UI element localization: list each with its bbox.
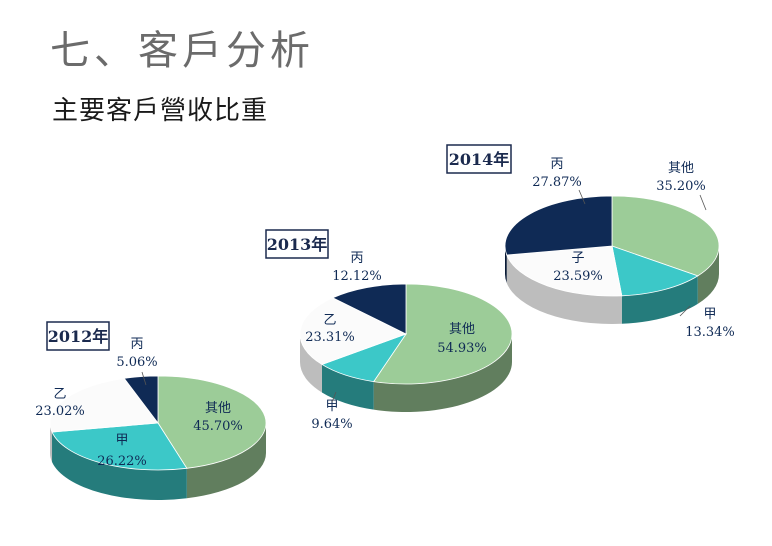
slice-c (504, 195, 613, 256)
slice-side-other (373, 334, 512, 412)
slice-value-label: 54.93% (437, 341, 487, 356)
slice-side-c (505, 246, 507, 283)
slice-a (611, 245, 699, 297)
slice-value-label: 9.64% (311, 417, 352, 432)
leader-line (578, 189, 586, 205)
slice-name-label: 丙 (350, 251, 363, 266)
slice-name-label: 其他 (449, 322, 475, 337)
slice-name-label: 丙 (130, 337, 143, 352)
slice-d (506, 245, 623, 297)
chart-title: 2014年 (449, 150, 510, 169)
leader-line (331, 391, 337, 403)
slice-other (611, 195, 720, 277)
pie-chart-2: 2014年其他 35.20% 甲 13.34% 子 23.59% 丙 27.87% (446, 144, 735, 340)
slice-value-label: 35.20% (656, 179, 706, 194)
slice-c (331, 283, 407, 335)
slice-side-d (506, 254, 622, 324)
slice-name-label: 甲 (115, 433, 128, 448)
slice-name-label: 甲 (703, 307, 716, 322)
slice-value-label: 23.02% (35, 404, 85, 419)
slice-side-other (186, 423, 266, 499)
year-box (46, 321, 110, 351)
slice-value-label: 26.22% (97, 454, 147, 469)
leader-line (679, 305, 691, 317)
slice-name-label: 乙 (323, 313, 336, 328)
slice-value-label: 5.06% (116, 355, 157, 370)
slice-other (373, 283, 513, 385)
slice-name-label: 乙 (53, 387, 66, 402)
slice-side-a (621, 275, 698, 324)
slice-value-label: 12.12% (332, 269, 382, 284)
slice-side-other (697, 246, 719, 304)
slice-name-label: 甲 (325, 399, 338, 414)
year-box (446, 144, 512, 174)
slice-name-label: 子 (571, 251, 584, 266)
slice-value-label: 27.87% (532, 175, 582, 190)
page-title: 七、客戶分析 (50, 28, 314, 74)
slice-side-b (300, 334, 322, 393)
chart-title: 2012年 (48, 327, 109, 346)
page-subtitle: 主要客戶營收比重 (52, 96, 269, 126)
slice-name-label: 丙 (550, 157, 563, 172)
slice-b (299, 297, 408, 365)
leader-line (141, 371, 147, 386)
slice-value-label: 45.70% (193, 419, 243, 434)
slice-a (51, 422, 188, 471)
slice-c (123, 375, 159, 425)
slice-other (157, 375, 267, 469)
slice-b (49, 377, 159, 433)
slice-side-b (50, 423, 53, 463)
leader-line (699, 194, 707, 211)
slice-name-label: 其他 (205, 401, 231, 416)
slice-side-a (52, 432, 187, 501)
slice-value-label: 23.59% (553, 269, 603, 284)
slice-name-label: 其他 (668, 161, 694, 176)
slice-value-label: 13.34% (685, 325, 735, 340)
chart-title: 2013年 (267, 235, 328, 254)
slice-value-label: 23.31% (305, 330, 355, 345)
slice-side-a (321, 364, 374, 410)
year-box (265, 229, 329, 259)
